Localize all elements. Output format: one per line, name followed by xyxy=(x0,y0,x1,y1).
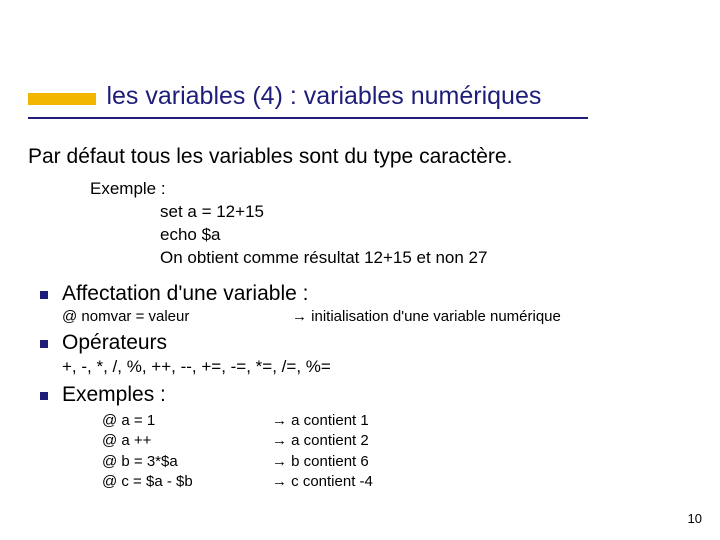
bullet-item: Opérateurs xyxy=(40,331,690,355)
example-code: @ a = 1 xyxy=(102,411,272,431)
bullet-square-icon xyxy=(40,291,48,299)
bullet-square-icon xyxy=(40,340,48,348)
example-row: @ a = 1 → a contient 1 xyxy=(102,411,690,431)
slide-title-region: les variables (4) : variables numériques xyxy=(28,82,688,119)
accent-bar xyxy=(28,93,96,105)
intro-text: Par défaut tous les variables sont du ty… xyxy=(28,145,512,169)
affectation-syntax: @ nomvar = valeur xyxy=(62,308,292,325)
example-result: → c contient -4 xyxy=(272,472,373,492)
example-result: → b contient 6 xyxy=(272,452,369,472)
example-row: @ a ++ → a contient 2 xyxy=(102,431,690,451)
title-underline xyxy=(28,117,588,119)
bullet-heading: Affectation d'une variable : xyxy=(62,282,308,306)
slide: les variables (4) : variables numériques… xyxy=(0,0,720,540)
example-result: → a contient 1 xyxy=(272,411,369,431)
page-number: 10 xyxy=(688,511,702,526)
affectation-description: → initialisation d'une variable numériqu… xyxy=(292,308,561,325)
bullet-square-icon xyxy=(40,392,48,400)
bullet-item: Exemples : xyxy=(40,383,690,407)
example-result: → a contient 2 xyxy=(272,431,369,451)
bullet-subline: @ nomvar = valeur → initialisation d'une… xyxy=(62,308,690,325)
examples-table: @ a = 1 → a contient 1 @ a ++ → a contie… xyxy=(102,411,690,492)
bullet-heading: Exemples : xyxy=(62,383,166,407)
example-code: @ c = $a - $b xyxy=(102,472,272,492)
bullet-heading: Opérateurs xyxy=(62,331,167,355)
bullet-list: Affectation d'une variable : @ nomvar = … xyxy=(40,280,690,492)
operators-list: +, -, *, /, %, ++, --, +=, -=, *=, /=, %… xyxy=(62,357,690,377)
example-row: @ b = 3*$a → b contient 6 xyxy=(102,452,690,472)
example-label: Exemple : xyxy=(90,178,487,201)
example-line: set a = 12+15 xyxy=(160,201,487,224)
example-code: @ a ++ xyxy=(102,431,272,451)
example-line: echo $a xyxy=(160,224,487,247)
bullet-item: Affectation d'une variable : xyxy=(40,282,690,306)
example-block: Exemple : set a = 12+15 echo $a On obtie… xyxy=(90,178,487,270)
example-code: @ b = 3*$a xyxy=(102,452,272,472)
slide-title: les variables (4) : variables numériques xyxy=(106,82,541,110)
example-line: On obtient comme résultat 12+15 et non 2… xyxy=(160,247,487,270)
example-row: @ c = $a - $b → c contient -4 xyxy=(102,472,690,492)
